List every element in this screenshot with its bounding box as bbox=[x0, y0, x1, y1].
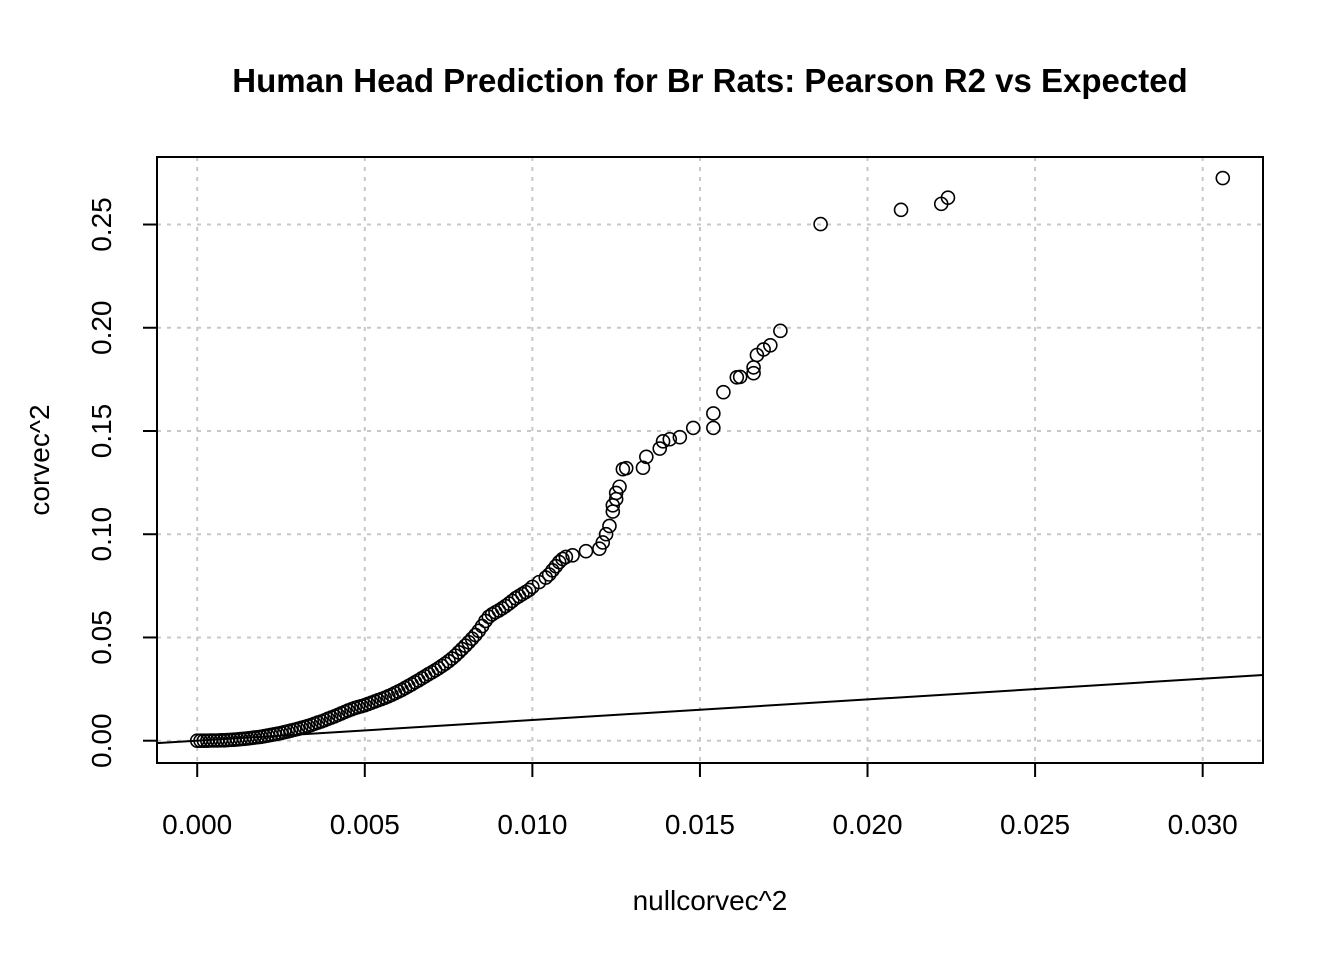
data-point bbox=[672, 429, 688, 445]
data-point bbox=[685, 420, 701, 436]
data-point bbox=[716, 384, 731, 400]
data-point bbox=[773, 323, 788, 339]
y-axis-label: corvec^2 bbox=[24, 404, 55, 515]
points-layer bbox=[189, 170, 1231, 749]
y-tick-label: 0.25 bbox=[86, 197, 117, 252]
data-point bbox=[893, 202, 909, 218]
data-point bbox=[662, 431, 678, 447]
x-tick-label: 0.030 bbox=[1168, 809, 1238, 840]
x-tick-label: 0.000 bbox=[162, 809, 232, 840]
y-axis: 0.00 0.05 0.10 0.15 0.20 0.25 bbox=[86, 197, 158, 768]
y-tick-label: 0.10 bbox=[86, 507, 117, 562]
x-axis-label: nullcorvec^2 bbox=[633, 885, 788, 916]
data-point bbox=[595, 535, 611, 550]
chart-title: Human Head Prediction for Br Rats: Pears… bbox=[232, 62, 1187, 99]
data-point bbox=[706, 420, 721, 436]
data-point bbox=[746, 365, 761, 381]
data-point bbox=[940, 190, 956, 205]
y-tick-label: 0.00 bbox=[86, 713, 117, 768]
data-point bbox=[578, 543, 594, 559]
data-point bbox=[763, 338, 778, 353]
data-point bbox=[541, 567, 557, 582]
y-tick-label: 0.15 bbox=[86, 404, 117, 459]
x-tick-label: 0.025 bbox=[1000, 809, 1070, 840]
grid-layer bbox=[157, 157, 1263, 763]
x-tick-label: 0.015 bbox=[665, 809, 735, 840]
data-point bbox=[813, 216, 828, 232]
reference-line-layer bbox=[156, 674, 1264, 745]
x-axis: 0.000 0.005 0.010 0.015 0.020 0.025 0.030 bbox=[162, 762, 1238, 840]
data-point bbox=[558, 549, 574, 565]
data-point bbox=[471, 623, 487, 639]
plot-frame bbox=[156, 156, 1264, 764]
data-point bbox=[618, 460, 634, 476]
data-point bbox=[732, 369, 748, 385]
data-point bbox=[635, 460, 651, 476]
data-point bbox=[706, 406, 721, 421]
data-point bbox=[565, 547, 580, 563]
data-point bbox=[612, 479, 627, 495]
data-point bbox=[652, 441, 668, 456]
data-point bbox=[555, 551, 570, 567]
x-tick-label: 0.005 bbox=[330, 809, 400, 840]
data-point bbox=[598, 526, 614, 542]
data-point bbox=[639, 449, 654, 465]
y-tick-label: 0.20 bbox=[86, 301, 117, 356]
data-point bbox=[521, 582, 537, 598]
y-tick-label: 0.05 bbox=[86, 610, 117, 665]
x-tick-label: 0.010 bbox=[497, 809, 567, 840]
identity-line bbox=[156, 674, 1264, 745]
data-point bbox=[602, 518, 617, 534]
data-point bbox=[1215, 170, 1231, 186]
x-tick-label: 0.020 bbox=[832, 809, 902, 840]
data-point bbox=[655, 434, 671, 449]
